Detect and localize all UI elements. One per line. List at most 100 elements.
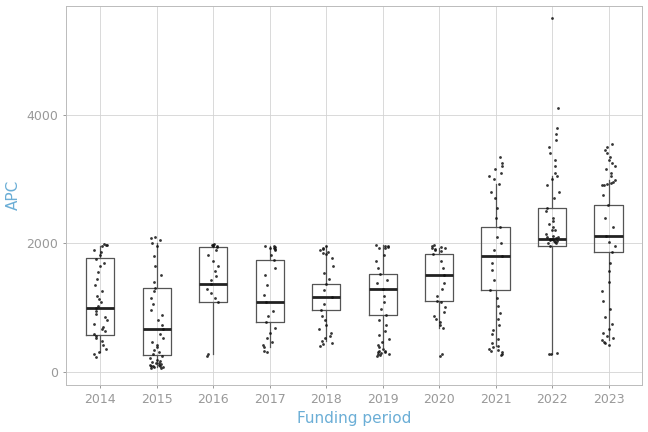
Point bbox=[146, 362, 156, 369]
Point bbox=[260, 298, 271, 305]
Point bbox=[380, 327, 390, 334]
Point bbox=[547, 175, 557, 182]
Point bbox=[371, 258, 382, 265]
Point bbox=[97, 337, 107, 344]
Point bbox=[205, 290, 216, 297]
Point bbox=[318, 245, 329, 252]
Point bbox=[148, 351, 159, 358]
Point bbox=[384, 336, 395, 343]
Point bbox=[317, 312, 327, 319]
Point bbox=[97, 242, 107, 249]
Point bbox=[547, 236, 557, 243]
Point bbox=[154, 349, 164, 356]
Point bbox=[439, 245, 450, 252]
Point bbox=[156, 272, 167, 279]
Point bbox=[608, 178, 618, 185]
Point bbox=[146, 235, 156, 241]
Point bbox=[597, 182, 607, 189]
Point bbox=[148, 278, 159, 285]
Point bbox=[605, 306, 616, 313]
Point bbox=[152, 341, 163, 348]
Point bbox=[494, 223, 505, 230]
Point bbox=[551, 235, 561, 241]
Point bbox=[213, 263, 224, 270]
Point bbox=[438, 324, 448, 331]
Y-axis label: APC: APC bbox=[6, 180, 21, 210]
Point bbox=[99, 241, 110, 248]
Point bbox=[266, 251, 277, 258]
Point bbox=[544, 220, 554, 227]
Point bbox=[153, 317, 163, 324]
Point bbox=[373, 264, 384, 271]
Point bbox=[597, 288, 608, 295]
Point bbox=[321, 322, 332, 329]
Point bbox=[427, 244, 437, 251]
Point bbox=[93, 303, 103, 310]
Point bbox=[95, 262, 105, 269]
Point bbox=[315, 343, 325, 349]
Point bbox=[374, 316, 384, 323]
Point bbox=[148, 362, 158, 369]
Point bbox=[327, 254, 338, 261]
Point bbox=[318, 244, 329, 251]
Point bbox=[261, 318, 272, 325]
Point bbox=[207, 241, 217, 248]
Point bbox=[327, 262, 338, 269]
Point bbox=[156, 363, 166, 370]
Point bbox=[437, 350, 447, 357]
Point bbox=[603, 238, 614, 245]
Point bbox=[211, 244, 222, 251]
Point bbox=[380, 311, 391, 318]
Point bbox=[101, 241, 111, 248]
Point bbox=[146, 307, 156, 314]
Point bbox=[374, 344, 384, 351]
Point bbox=[208, 242, 218, 249]
Point bbox=[269, 245, 279, 252]
Point bbox=[496, 159, 507, 166]
Point bbox=[610, 177, 620, 184]
Point bbox=[485, 287, 495, 294]
Point bbox=[91, 256, 101, 263]
Point bbox=[149, 364, 159, 371]
Point bbox=[100, 314, 110, 321]
Point bbox=[599, 182, 609, 189]
Point bbox=[205, 277, 216, 284]
Point bbox=[497, 163, 507, 170]
Point bbox=[381, 322, 391, 329]
Point bbox=[320, 317, 330, 324]
Point bbox=[97, 249, 107, 256]
Point bbox=[542, 182, 552, 189]
Point bbox=[548, 195, 559, 202]
Point bbox=[601, 232, 611, 239]
Point bbox=[263, 313, 273, 320]
Point bbox=[157, 312, 168, 319]
Point bbox=[599, 339, 609, 346]
Point bbox=[95, 299, 106, 306]
Point bbox=[435, 352, 445, 359]
Point bbox=[491, 195, 501, 202]
Point bbox=[494, 321, 504, 328]
Point bbox=[496, 350, 507, 357]
Point bbox=[439, 308, 450, 315]
Point bbox=[157, 322, 167, 329]
Point bbox=[488, 327, 498, 334]
Point bbox=[379, 292, 389, 299]
Point bbox=[211, 246, 221, 253]
Point bbox=[382, 276, 392, 283]
Point bbox=[544, 243, 555, 250]
Point bbox=[379, 298, 389, 305]
Point bbox=[318, 249, 328, 256]
Point bbox=[492, 316, 503, 323]
Point bbox=[428, 251, 439, 257]
Point bbox=[610, 243, 620, 250]
Point bbox=[439, 304, 450, 311]
Point bbox=[604, 325, 614, 332]
Point bbox=[101, 317, 111, 324]
Point bbox=[323, 248, 333, 255]
Point bbox=[492, 302, 503, 309]
Point bbox=[210, 294, 220, 301]
Point bbox=[268, 242, 279, 249]
Point bbox=[380, 242, 390, 249]
Point bbox=[428, 241, 439, 248]
Point bbox=[548, 217, 558, 224]
